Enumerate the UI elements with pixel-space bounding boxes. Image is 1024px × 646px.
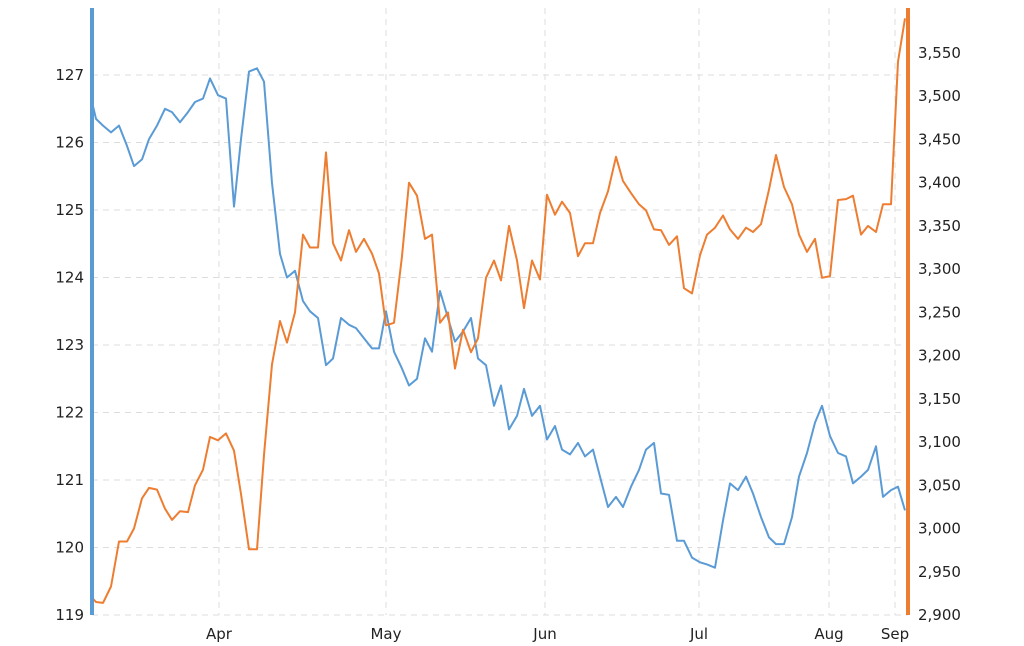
- right-tick-label: 3,550: [918, 44, 961, 62]
- left-tick-label: 121: [55, 471, 84, 489]
- right-tick-label: 3,150: [918, 390, 961, 408]
- right-tick-label: 3,250: [918, 303, 961, 321]
- left-tick-label: 123: [55, 336, 84, 354]
- x-tick-label: Sep: [881, 625, 909, 643]
- series-lines: [91, 18, 906, 604]
- right-axis-tick-labels: 2,900 2,950 3,000 3,050 3,100 3,150 3,200 3,250…: [918, 44, 961, 624]
- left-tick-label: 122: [55, 404, 84, 422]
- left-axis-tick-labels: 119 120 121 122 123 124 125 126 127: [55, 66, 84, 624]
- right-tick-label: 3,100: [918, 433, 961, 451]
- left-tick-label: 125: [55, 201, 84, 219]
- right-tick-label: 3,400: [918, 174, 961, 192]
- left-series-line: [91, 67, 906, 569]
- right-tick-label: 3,000: [918, 520, 961, 538]
- right-tick-label: 3,200: [918, 347, 961, 365]
- x-tick-label: Jul: [689, 625, 708, 643]
- right-tick-label: 2,900: [918, 606, 961, 624]
- right-tick-label: 3,050: [918, 476, 961, 494]
- left-tick-label: 124: [55, 269, 84, 287]
- right-tick-label: 2,950: [918, 563, 961, 581]
- right-tick-label: 3,350: [918, 217, 961, 235]
- right-tick-label: 3,500: [918, 87, 961, 105]
- x-axis-tick-labels: Apr May Jun Jul Aug Sep: [206, 625, 909, 643]
- left-tick-label: 119: [55, 606, 84, 624]
- left-tick-label: 120: [55, 539, 84, 557]
- right-tick-label: 3,300: [918, 260, 961, 278]
- right-tick-label: 3,450: [918, 130, 961, 148]
- horizontal-gridlines: [92, 74, 908, 616]
- x-tick-label: Aug: [814, 625, 843, 643]
- x-tick-label: Jun: [532, 625, 556, 643]
- left-tick-label: 127: [55, 66, 84, 84]
- x-tick-label: May: [370, 625, 401, 643]
- left-tick-label: 126: [55, 134, 84, 152]
- right-series-line: [91, 18, 906, 604]
- x-tick-label: Apr: [206, 625, 233, 643]
- vertical-gridlines: [218, 8, 896, 615]
